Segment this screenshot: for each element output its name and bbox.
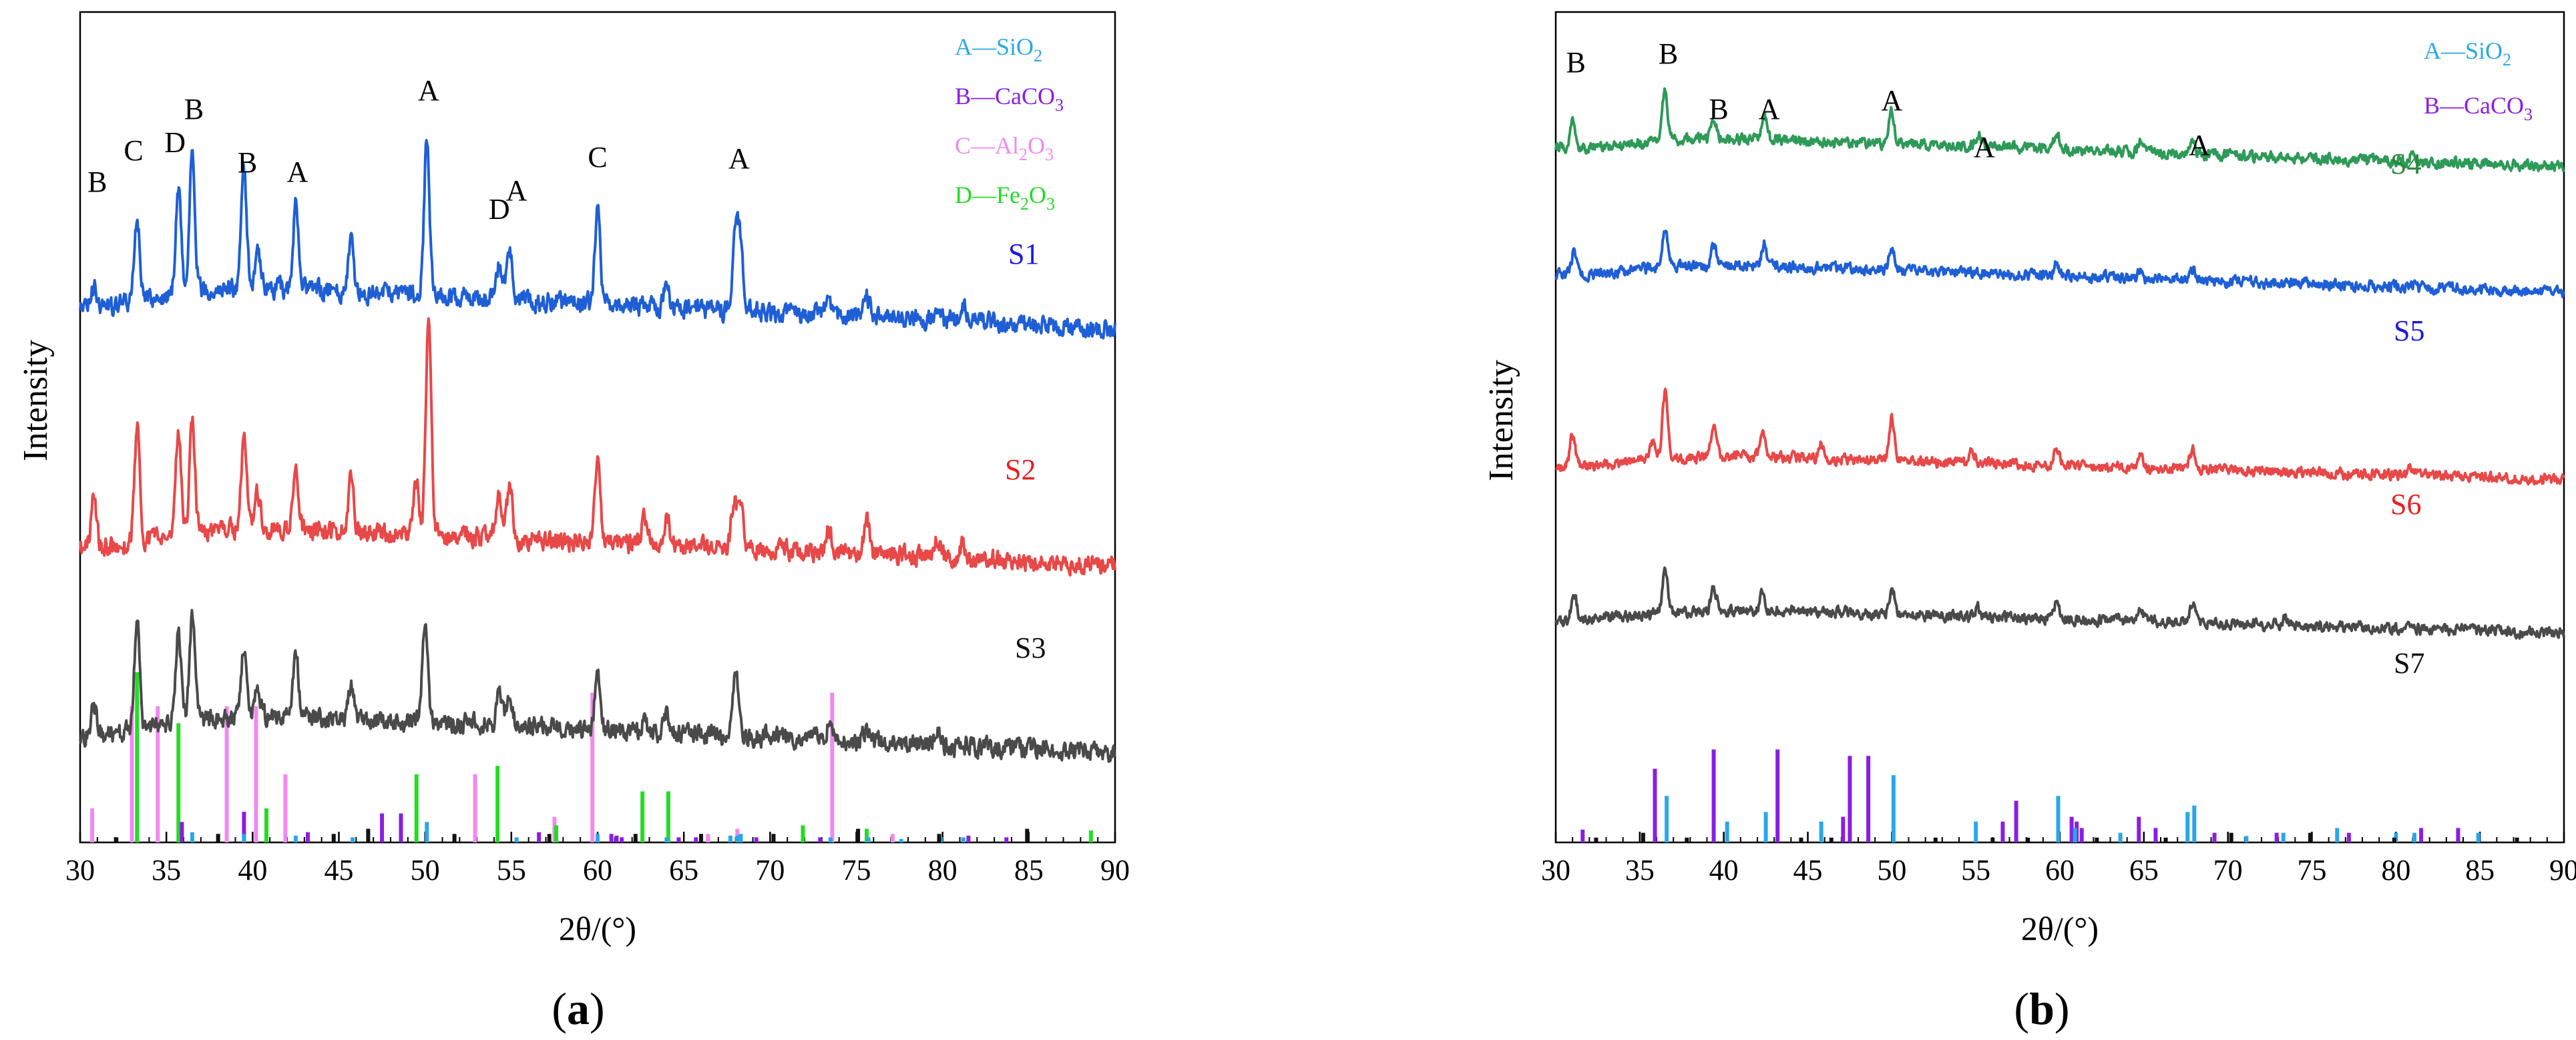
- panel-b-y-axis-label: Intensity: [1482, 360, 1520, 481]
- panel-b-peak-annotation: A: [1974, 131, 1995, 164]
- panel-b-peak-annotation: B: [1659, 37, 1678, 70]
- panel-a-peak-annotation: A: [728, 142, 750, 175]
- panel-a-x-tick-label: 70: [755, 854, 785, 886]
- panel-b-x-tick-label: 35: [1625, 854, 1655, 886]
- panel-a-legend-text: A—SiO: [955, 33, 1034, 60]
- panel-b-series-label-S7: S7: [2394, 647, 2424, 680]
- panel-b-series-S5: [1554, 230, 2565, 298]
- panel-a-legend-text: D—Fe: [955, 182, 1020, 208]
- panel-b-x-axis-label: 2θ/(°): [2021, 910, 2099, 947]
- panel-a-x-tick-label: 65: [669, 854, 698, 886]
- panel-a-legend-entry: B—CaCO3: [955, 83, 1064, 115]
- panel-a-x-tick-label: 75: [842, 854, 871, 886]
- panel-b-x-tick-label: 30: [1541, 854, 1570, 886]
- panel-b-x-tick-label: 40: [1709, 854, 1739, 886]
- panel-a-x-tick-label: 35: [152, 854, 181, 886]
- panel-a-legend-subscript: 2: [1020, 194, 1029, 214]
- panel-b-series-label-S6: S6: [2390, 488, 2421, 521]
- panel-a-series-label-S1: S1: [1008, 238, 1039, 270]
- panel-a-peak-annotation: B: [87, 166, 107, 198]
- panel-b-x-tick-label: 80: [2381, 854, 2410, 886]
- panel-b-legend-subscript: 3: [2524, 105, 2533, 124]
- panel-a-legend-entry: A—SiO2: [955, 33, 1042, 65]
- panel-b-x-tick-label: 60: [2045, 854, 2075, 886]
- panel-b-peak-annotation: B: [1709, 93, 1728, 125]
- panel-b-peak-annotation: B: [1566, 46, 1586, 79]
- panel-b-legend-entry: A—SiO2: [2424, 37, 2511, 69]
- panel-b-series-S7: [1554, 566, 2565, 640]
- panel-a-x-axis-label: 2θ/(°): [559, 910, 636, 947]
- panel-b-peak-annotation: A: [2189, 129, 2210, 162]
- panel-b: 30 35 40 45 50 55 60 65 70 75 80 85 90 2θ/(°) Intensit…: [1482, 11, 2576, 947]
- panel-a-legend-subscript: 3: [1055, 95, 1064, 115]
- panel-b-series-label-S5: S5: [2394, 314, 2424, 347]
- panel-b-x-tick-label: 85: [2465, 854, 2495, 886]
- panel-b-legend-entry: B—CaCO3: [2424, 92, 2533, 124]
- panel-a-legend-text: O: [1029, 182, 1046, 208]
- panel-a-peak-annotation: C: [588, 141, 607, 174]
- panel-a-peak-annotation: B: [238, 146, 257, 179]
- panel-a-peak-annotation: B: [184, 93, 204, 125]
- panel-b-series-S6: [1555, 387, 2565, 486]
- panel-b-peak-annotation: A: [1881, 84, 1902, 117]
- panel-b-legend-subscript: 2: [2503, 50, 2511, 69]
- panel-a-legend-text: O: [1028, 132, 1045, 159]
- panel-b-x-tick-label: 45: [1793, 854, 1823, 886]
- panel-a-legend-subscript: 3: [1045, 145, 1054, 164]
- panel-a-series-S3: [79, 609, 1116, 763]
- panel-a-x-tick-label: 85: [1014, 854, 1044, 886]
- panel-b-sublabel-text: (b): [2014, 983, 2069, 1034]
- panel-b-series-label-S4: S4: [2390, 148, 2421, 180]
- panel-a-x-tick-label: 45: [325, 854, 354, 886]
- panel-a-peak-annotation: A: [506, 174, 527, 207]
- panel-b-peak-annotation: A: [1759, 93, 1780, 125]
- panel-a: 30 35 40 45 50 55 60 65 70 75 80 85 90 2θ/(°) Intensit…: [17, 11, 1130, 947]
- panel-a-series-label-S3: S3: [1015, 631, 1046, 664]
- panel-a-legend-subscript: 2: [1034, 46, 1042, 65]
- panel-a-legend-entry: D—Fe2O3: [955, 182, 1055, 214]
- panel-a-x-tick-label: 80: [928, 854, 957, 886]
- panel-b-x-tick-label: 55: [1961, 854, 1990, 886]
- panel-a-series-S1: [79, 139, 1116, 340]
- panel-a-letter: a: [567, 983, 590, 1034]
- panel-a-y-axis-label: Intensity: [17, 340, 55, 461]
- panel-b-x-tick-label: 70: [2213, 854, 2243, 886]
- panel-a-x-tick-label: 55: [497, 854, 526, 886]
- panel-b-legend-text: A—SiO: [2424, 37, 2503, 64]
- panel-b-sublabel: (b): [2014, 983, 2069, 1034]
- panel-a-x-tick-label: 90: [1100, 854, 1130, 886]
- panel-b-x-tick-label: 50: [1877, 854, 1906, 886]
- panel-a-x-tick-label: 50: [411, 854, 440, 886]
- panel-a-series-label-S2: S2: [1005, 453, 1036, 486]
- panel-a-legend-entry: C—Al2O3: [955, 132, 1054, 164]
- panel-b-x-tick-label: 90: [2549, 854, 2576, 886]
- panel-b-x-tick-label: 65: [2129, 854, 2159, 886]
- panel-b-letter: b: [2029, 983, 2055, 1034]
- panel-a-peak-annotation: D: [164, 126, 186, 159]
- panel-a-peak-annotation: D: [489, 193, 510, 226]
- panel-a-series-S2: [79, 317, 1116, 577]
- panel-b-x-tick-label: 75: [2298, 854, 2327, 886]
- panel-a-sublabel: (a): [552, 983, 604, 1034]
- panel-a-legend-subscript: 2: [1019, 145, 1028, 164]
- panel-a-peak-annotation: C: [124, 134, 143, 167]
- panel-a-x-tick-label: 60: [583, 854, 612, 886]
- panel-b-series-S4: [1554, 87, 2565, 172]
- panel-a-legend-text: B—CaCO: [955, 83, 1055, 109]
- panel-a-x-tick-label: 40: [238, 854, 267, 886]
- panel-a-sublabel-text: (a): [552, 983, 604, 1034]
- panel-b-legend-text: B—CaCO: [2424, 92, 2524, 119]
- panel-a-x-tick-label: 30: [65, 854, 95, 886]
- panel-a-peak-annotation: A: [418, 74, 439, 107]
- panel-a-legend-subscript: 3: [1046, 194, 1055, 214]
- panel-a-legend-text: C—Al: [955, 132, 1019, 159]
- panel-a-peak-annotation: A: [287, 156, 308, 188]
